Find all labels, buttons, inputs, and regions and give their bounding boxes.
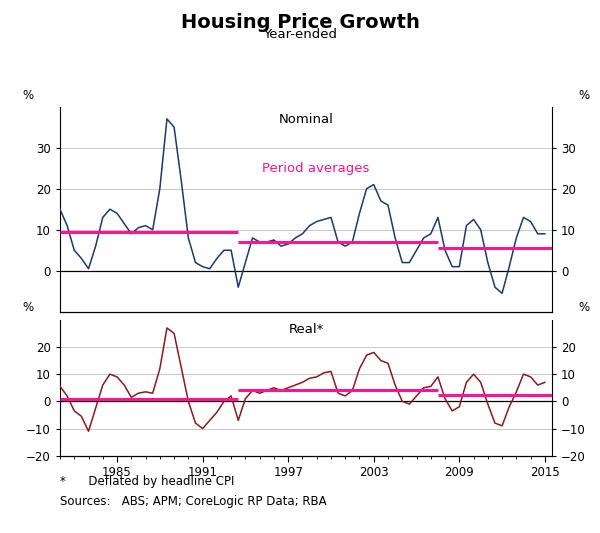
Text: Housing Price Growth: Housing Price Growth: [181, 13, 419, 33]
Text: *      Deflated by headline CPI: * Deflated by headline CPI: [60, 475, 235, 488]
Text: %: %: [578, 301, 590, 314]
Text: Nominal: Nominal: [278, 113, 334, 126]
Text: Sources:   ABS; APM; CoreLogic RP Data; RBA: Sources: ABS; APM; CoreLogic RP Data; RB…: [60, 495, 326, 507]
Text: %: %: [578, 90, 590, 102]
Text: Real*: Real*: [289, 322, 323, 335]
Text: Period averages: Period averages: [262, 161, 369, 175]
Text: %: %: [22, 90, 34, 102]
Text: Year-ended: Year-ended: [263, 28, 337, 41]
Text: %: %: [22, 301, 34, 314]
